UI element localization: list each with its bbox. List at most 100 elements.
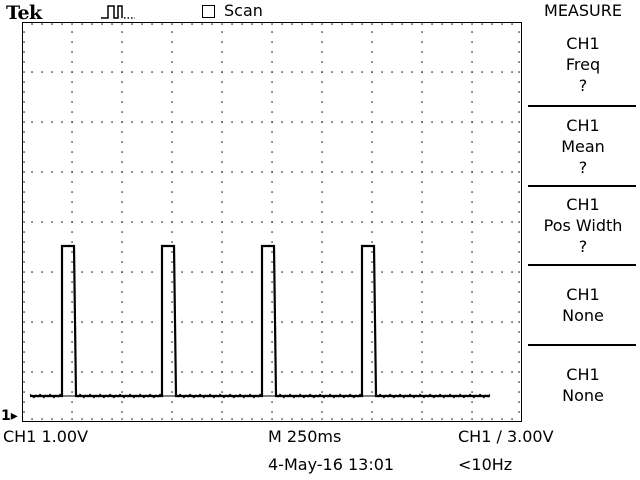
graticule-dot — [321, 271, 323, 273]
graticule-dot — [321, 211, 323, 213]
graticule-dot — [23, 321, 25, 323]
graticule-dot — [171, 411, 173, 413]
graticule-dot — [421, 191, 423, 193]
graticule-dot — [251, 321, 253, 323]
graticule-dot — [261, 121, 263, 123]
graticule-dot — [471, 171, 473, 173]
graticule-dot — [131, 371, 133, 373]
measure-type: Freq — [565, 54, 601, 74]
graticule-dot — [421, 321, 423, 323]
graticule-dot — [121, 101, 123, 103]
graticule-dot — [421, 51, 423, 53]
graticule-dot — [181, 71, 183, 73]
graticule-dot — [421, 131, 423, 133]
graticule-dot — [221, 81, 223, 83]
graticule-dot — [271, 418, 273, 420]
graticule-dot — [141, 171, 143, 173]
graticule-dot — [23, 51, 25, 53]
graticule-dot — [71, 211, 73, 213]
graticule-dot — [31, 418, 33, 420]
graticule-dot — [311, 371, 313, 373]
graticule-dot — [121, 311, 123, 313]
graticule-dot — [331, 23, 333, 25]
graticule-dot — [221, 301, 223, 303]
graticule-dot — [321, 341, 323, 343]
graticule-dot — [351, 321, 353, 323]
graticule-dot — [71, 251, 73, 253]
graticule-dot — [321, 311, 323, 313]
graticule-dot — [31, 271, 33, 273]
graticule-dot — [351, 171, 353, 173]
graticule-dot — [23, 361, 25, 363]
graticule-dot — [441, 221, 443, 223]
graticule-dot — [211, 418, 213, 420]
graticule-dot — [421, 91, 423, 93]
graticule-dot — [23, 171, 25, 173]
graticule-dot — [71, 61, 73, 63]
graticule-dot — [371, 141, 373, 143]
graticule-dot — [181, 321, 183, 323]
graticule-dot — [23, 111, 25, 113]
graticule-dot — [271, 231, 273, 233]
graticule-dot — [221, 61, 223, 63]
graticule-dot — [421, 271, 423, 273]
graticule-dot — [321, 171, 323, 173]
graticule-dot — [518, 91, 520, 93]
graticule-dot — [121, 291, 123, 293]
graticule-dot — [518, 321, 520, 323]
graticule-dot — [451, 71, 453, 73]
graticule-dot — [271, 131, 273, 133]
measure-type: None — [562, 386, 604, 405]
graticule-dot — [321, 201, 323, 203]
scan-checkbox[interactable] — [202, 5, 215, 18]
graticule-dot — [341, 121, 343, 123]
graticule-dot — [381, 321, 383, 323]
graticule-dot — [451, 121, 453, 123]
graticule-dot — [361, 121, 363, 123]
graticule-dot — [321, 151, 323, 153]
graticule-dot — [141, 221, 143, 223]
graticule-dot — [518, 71, 520, 73]
graticule-dot — [451, 321, 453, 323]
measure-slot-3[interactable]: CH1 Pos Width ? — [530, 187, 636, 264]
graticule-dot — [501, 371, 503, 373]
graticule-dot — [421, 71, 423, 73]
graticule-dot — [321, 351, 323, 353]
graticule-dot — [321, 61, 323, 63]
measure-slot-4[interactable]: CH1 None — [530, 266, 636, 344]
graticule-dot — [471, 261, 473, 263]
graticule-dot — [421, 241, 423, 243]
measure-slot-2[interactable]: CH1 Mean ? — [530, 107, 636, 185]
graticule-dot — [23, 211, 25, 213]
graticule-dot — [291, 321, 293, 323]
graticule-dot — [371, 301, 373, 303]
graticule-dot — [471, 81, 473, 83]
graticule-dot — [71, 391, 73, 393]
graticule-dot — [518, 111, 520, 113]
graticule-dot — [23, 401, 25, 403]
graticule-dot — [451, 371, 453, 373]
graticule-dot — [241, 121, 243, 123]
graticule-dot — [221, 351, 223, 353]
measure-slot-5[interactable]: CH1 None — [530, 346, 636, 424]
graticule-dot — [71, 371, 73, 373]
graticule-dot — [71, 41, 73, 43]
graticule-dot — [471, 221, 473, 223]
graticule-dot — [221, 321, 223, 323]
graticule-dot — [81, 121, 83, 123]
graticule-dot — [31, 121, 33, 123]
graticule-dot — [121, 411, 123, 413]
graticule-dot — [71, 91, 73, 93]
graticule-dot — [251, 371, 253, 373]
graticule-dot — [461, 171, 463, 173]
graticule-dot — [421, 311, 423, 313]
graticule-dot — [431, 121, 433, 123]
graticule-dot — [81, 221, 83, 223]
graticule-dot — [481, 321, 483, 323]
menu-separator — [528, 264, 636, 266]
graticule-dot — [171, 418, 173, 420]
graticule-dot — [491, 71, 493, 73]
measure-slot-1[interactable]: CH1 Freq ? — [530, 24, 636, 104]
graticule-dot — [191, 371, 193, 373]
graticule-dot — [321, 411, 323, 413]
